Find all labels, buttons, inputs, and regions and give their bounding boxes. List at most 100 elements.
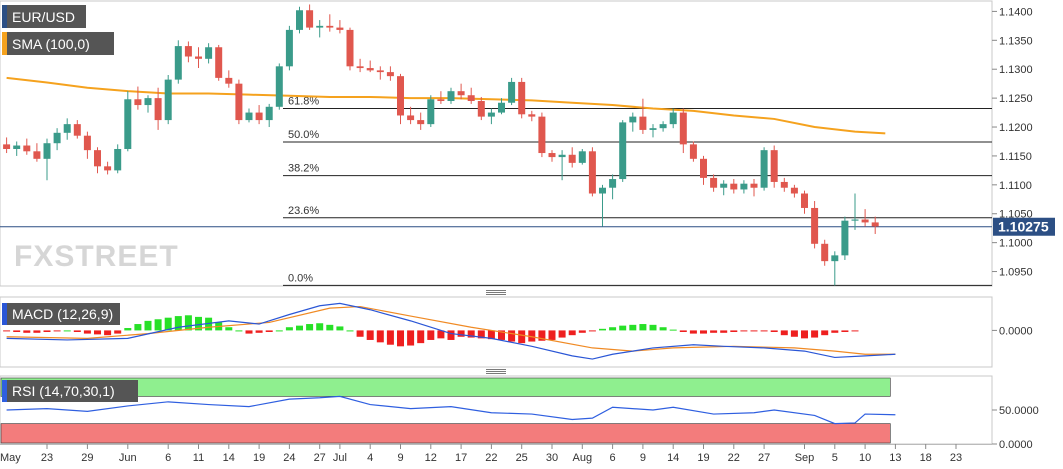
date-tick-label: May	[0, 452, 21, 464]
macd-histogram-bar	[790, 330, 798, 337]
candle-body	[659, 124, 667, 129]
date-tick-label: 30	[546, 452, 558, 464]
price-tick-label: 1.1250	[999, 93, 1033, 105]
macd-histogram-bar	[770, 330, 778, 332]
macd-histogram-bar	[679, 330, 687, 332]
fib-label: 50.0%	[288, 129, 319, 141]
sma-legend-text: SMA (100,0)	[12, 36, 90, 52]
macd-histogram-bar	[811, 330, 819, 338]
candle-body	[255, 112, 263, 121]
candle-body	[679, 112, 687, 145]
candle-body	[336, 27, 344, 30]
candle-body	[720, 183, 728, 188]
macd-histogram-bar	[447, 330, 455, 340]
candle-body	[13, 145, 21, 149]
date-tick-label: 18	[920, 452, 932, 464]
date-tick-label: 9	[640, 452, 646, 464]
candle-body	[740, 183, 748, 190]
price-tick-label: 1.1150	[999, 151, 1032, 163]
date-tick-label: 23	[950, 452, 962, 464]
macd-histogram-bar	[164, 317, 172, 331]
macd-signal-line	[6, 305, 896, 355]
date-tick-label: 22	[485, 452, 497, 464]
panel-resize-handle[interactable]	[486, 290, 506, 295]
candle-body	[730, 183, 738, 190]
candle-body	[831, 255, 839, 262]
date-tick-label: 9	[397, 452, 403, 464]
macd-histogram-bar	[104, 330, 112, 336]
macd-histogram-bar	[457, 330, 465, 337]
candle-body	[528, 114, 536, 117]
rsi-layer: 50.0000 0.0000	[0, 377, 1039, 451]
date-tick-label: 12	[425, 452, 437, 464]
macd-histogram-bar	[255, 330, 263, 333]
date-tick-label: Jul	[333, 452, 347, 464]
macd-histogram-bar	[53, 330, 61, 332]
candle-body	[245, 112, 253, 121]
candle-body	[841, 220, 849, 256]
macd-histogram-bar	[356, 330, 364, 337]
rsi-tick-label: 50.0000	[999, 405, 1039, 417]
sma-legend[interactable]: SMA (100,0)	[2, 32, 114, 55]
candle-body	[144, 98, 152, 106]
macd-histogram-bar	[13, 330, 21, 332]
price-tick-label: 1.1000	[999, 238, 1033, 250]
symbol-label[interactable]: EUR/USD	[2, 5, 86, 28]
symbol-text: EUR/USD	[12, 9, 75, 25]
macd-histogram-bar	[407, 330, 415, 346]
macd-histogram-bar	[376, 330, 384, 343]
macd-histogram-bar	[730, 330, 738, 332]
macd-histogram-bar	[568, 330, 576, 336]
candle-body	[3, 144, 11, 149]
candle-body	[588, 151, 596, 194]
candle-body	[316, 25, 324, 28]
macd-histogram-bar	[588, 330, 596, 332]
candle-body	[94, 150, 101, 167]
candle-body	[386, 72, 394, 77]
macd-histogram-bar	[720, 330, 728, 333]
candle-body	[43, 143, 51, 159]
candle-body	[306, 10, 314, 28]
macd-histogram-bar	[195, 316, 202, 331]
candle-body	[265, 106, 273, 121]
macd-histogram-bar	[639, 324, 647, 331]
panel-resize-handle[interactable]	[486, 369, 506, 374]
candle-body	[871, 222, 879, 227]
candle-body	[467, 95, 475, 102]
macd-histogram-bar	[437, 330, 445, 339]
macd-histogram-bar	[63, 330, 71, 332]
macd-histogram-bar	[831, 330, 839, 333]
candle-body	[346, 29, 354, 67]
date-tick-label: 10	[859, 452, 871, 464]
macd-histogram-bar	[427, 330, 435, 340]
candle-body	[538, 116, 546, 154]
candle-body	[447, 91, 455, 102]
candle-body	[568, 154, 576, 163]
macd-histogram-bar	[487, 330, 495, 340]
date-tick-label: Jun	[119, 452, 137, 464]
macd-tick-label: 0.0000	[999, 325, 1033, 337]
macd-histogram-bar	[700, 330, 707, 334]
price-axis: 1.1400 1.1350 1.1300 1.1250 1.1200 1.1150 1.11…	[992, 6, 1033, 279]
candle-body	[457, 91, 465, 96]
candle-body	[134, 99, 142, 106]
current-price-tag: 1.10275	[993, 217, 1055, 236]
candle-body	[811, 207, 819, 244]
macd-legend[interactable]: MACD (12,26,9)	[2, 303, 120, 325]
macd-histogram-bar	[609, 327, 617, 331]
candle-body	[23, 145, 31, 152]
candle-body	[376, 70, 384, 73]
macd-histogram-bar	[821, 330, 829, 336]
candle-body	[195, 56, 202, 59]
candle-body	[851, 219, 859, 221]
macd-histogram-bar	[528, 330, 536, 342]
candle-body	[700, 158, 707, 178]
rsi-legend[interactable]: RSI (14,70,30,1)	[2, 380, 138, 402]
macd-histogram-bar	[760, 330, 768, 332]
candle-body	[83, 135, 91, 151]
current-price-text: 1.10275	[998, 219, 1049, 235]
candle-body	[437, 99, 445, 102]
price-tick-label: 1.1200	[999, 122, 1033, 134]
candle-body	[356, 66, 364, 69]
